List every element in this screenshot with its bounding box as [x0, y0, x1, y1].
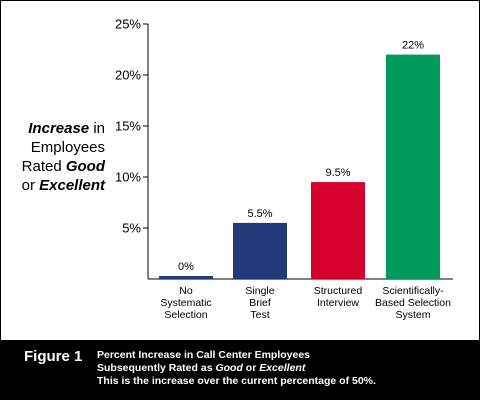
- category-label-single-brief-test: Single Brief Test: [245, 285, 275, 321]
- y-tick-label: 10%: [115, 170, 141, 185]
- y-axis-label: Increase in Employees Rated Good or Exce…: [9, 119, 105, 195]
- bar: [311, 182, 365, 279]
- y-tick-label: 25%: [115, 17, 141, 32]
- category-label-structured-interview: Structured Interview: [313, 285, 363, 309]
- y-axis-label-line-4: or Excellent: [21, 177, 105, 194]
- caption-text: Percent Increase in Call Center Employee…: [97, 349, 376, 388]
- bar: [233, 222, 287, 279]
- bar: [159, 276, 213, 279]
- y-axis-label-line-2: Employees: [30, 139, 105, 156]
- figure-number: Figure 1: [24, 348, 83, 365]
- figure-caption: Figure 1 Percent Increase in Call Center…: [1, 340, 479, 399]
- data-label: 0%: [178, 261, 194, 273]
- category-label-no-systematic-selection: No Systematic Selection: [160, 285, 212, 321]
- data-label: 22%: [402, 40, 424, 52]
- y-tick-label: 20%: [115, 68, 141, 83]
- bar: [386, 54, 440, 279]
- data-label: 9.5%: [325, 167, 350, 179]
- category-label-scientifically-based-selection-system: Scientifically- Based Selection System: [375, 285, 451, 321]
- y-tick-label: 15%: [115, 119, 141, 134]
- caption-line-3: This is the increase over the current pe…: [97, 375, 376, 387]
- caption-line-1: Percent Increase in Call Center Employee…: [97, 349, 311, 361]
- data-label: 5.5%: [247, 208, 272, 220]
- caption-line-2: Subsequently Rated as Good or Excellent: [97, 362, 306, 374]
- y-axis-label-line-1: Increase in: [28, 120, 105, 137]
- bar-chart: 5% 10% 15% 20% 25% 0% 5.5% 9.5% 22%: [115, 17, 453, 280]
- y-axis-label-line-3: Rated Good: [21, 158, 105, 175]
- y-tick-label: 5%: [122, 221, 141, 236]
